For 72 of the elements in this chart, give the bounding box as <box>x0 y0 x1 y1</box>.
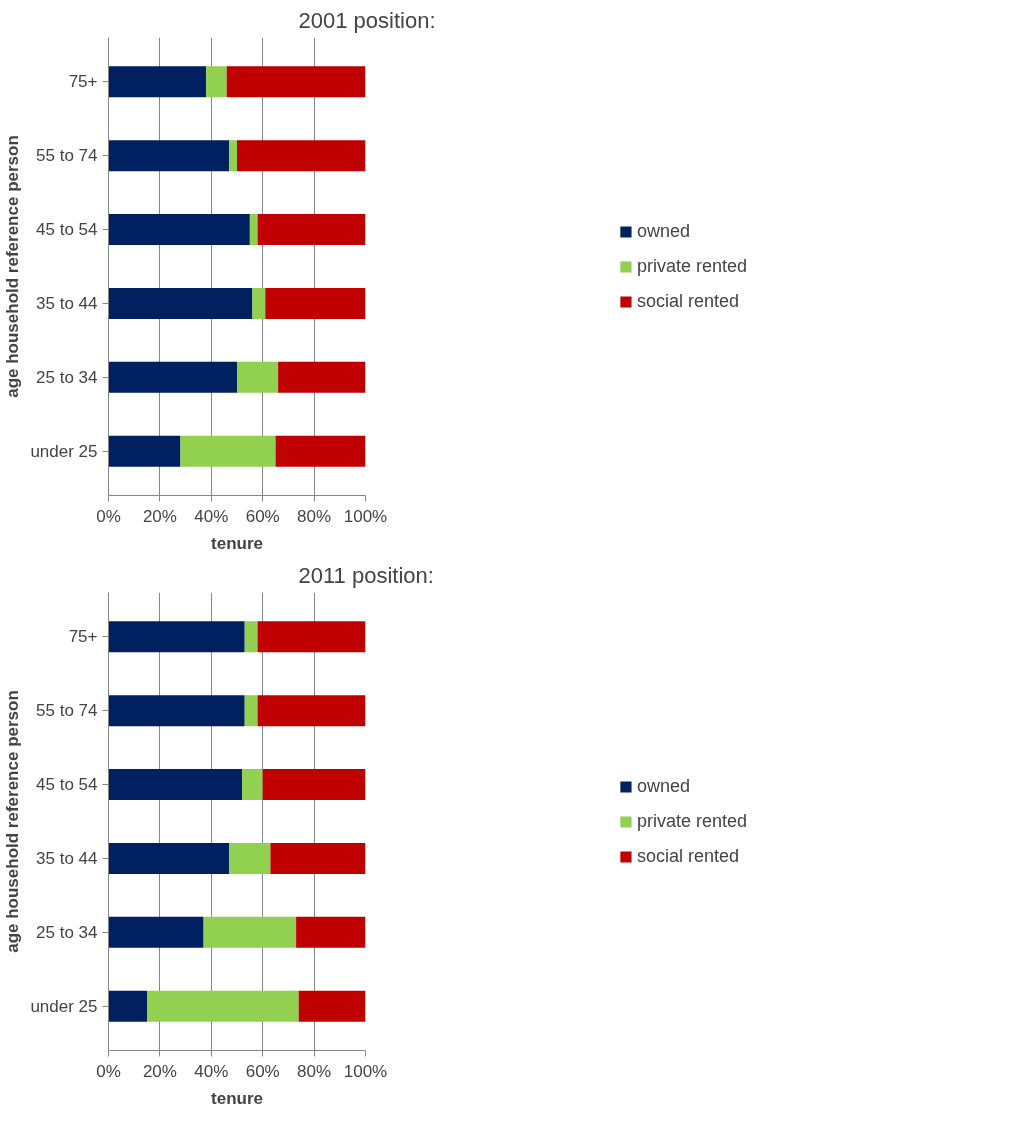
chart-title: 2011 position: <box>298 562 434 588</box>
bar <box>108 916 204 948</box>
bar <box>296 916 366 948</box>
y-tick-label: 35 to 44 <box>36 848 98 868</box>
x-tick-label: 100% <box>343 506 388 526</box>
x-tick-label: 60% <box>245 1061 280 1081</box>
bar <box>249 214 258 246</box>
x-tick-label: 0% <box>96 506 121 526</box>
bar <box>108 361 237 393</box>
bar <box>108 769 243 801</box>
bar <box>229 842 271 874</box>
y-tick-label: 75+ <box>68 72 98 92</box>
bar <box>203 916 297 948</box>
bar <box>252 287 266 319</box>
bar <box>237 140 366 172</box>
bar <box>242 769 263 801</box>
y-tick-label: under 25 <box>30 441 98 461</box>
legend-label: social rented <box>636 845 740 867</box>
x-tick-label: 100% <box>343 1061 388 1081</box>
bar <box>257 695 366 727</box>
bar <box>108 214 250 246</box>
legend-label: private rented <box>636 255 748 277</box>
bar <box>257 621 366 653</box>
bar <box>226 66 366 98</box>
legend-label: owned <box>636 775 691 797</box>
x-tick-label: 80% <box>297 1061 332 1081</box>
bar <box>108 621 245 653</box>
bar <box>108 695 245 727</box>
y-tick-label: 75+ <box>68 627 98 647</box>
y-tick-label: 25 to 34 <box>36 922 98 942</box>
bar <box>147 990 299 1022</box>
y-tick-label: 45 to 54 <box>36 220 98 240</box>
chart-title: 2001 position: <box>298 7 436 33</box>
bar <box>108 842 230 874</box>
bar <box>180 435 276 467</box>
legend-label: owned <box>636 220 691 242</box>
legend-label: private rented <box>636 810 748 832</box>
x-tick-label: 20% <box>142 1061 177 1081</box>
y-tick-label: under 25 <box>30 996 98 1016</box>
bar <box>206 66 227 98</box>
x-tick-label: 0% <box>96 1061 121 1081</box>
bar <box>108 435 181 467</box>
x-tick-label: 20% <box>142 506 177 526</box>
y-tick-label: 35 to 44 <box>36 293 98 313</box>
bar <box>262 769 366 801</box>
bar <box>229 140 237 172</box>
bar <box>275 435 366 467</box>
bar <box>108 140 230 172</box>
x-tick-label: 60% <box>245 506 280 526</box>
bar <box>257 214 366 246</box>
bar <box>298 990 366 1022</box>
legend-label: social rented <box>636 290 740 312</box>
x-tick-label: 40% <box>194 506 229 526</box>
y-tick-label: 55 to 74 <box>36 701 98 721</box>
bar <box>244 621 258 653</box>
y-tick-label: 55 to 74 <box>36 146 98 166</box>
x-axis-title: tenure <box>211 533 263 553</box>
bar <box>108 990 148 1022</box>
y-tick-label: 25 to 34 <box>36 367 98 387</box>
bar <box>244 695 258 727</box>
x-axis-title: tenure <box>211 1088 263 1108</box>
y-tick-label: 45 to 54 <box>36 775 98 795</box>
bar <box>278 361 366 393</box>
bar <box>108 287 253 319</box>
bar <box>270 842 366 874</box>
bar <box>108 66 207 98</box>
x-tick-label: 80% <box>297 506 332 526</box>
y-axis-title: age household reference person <box>3 135 23 398</box>
y-axis-title: age household reference person <box>3 690 23 953</box>
bar <box>237 361 279 393</box>
x-tick-label: 40% <box>194 1061 229 1081</box>
bar <box>265 287 366 319</box>
